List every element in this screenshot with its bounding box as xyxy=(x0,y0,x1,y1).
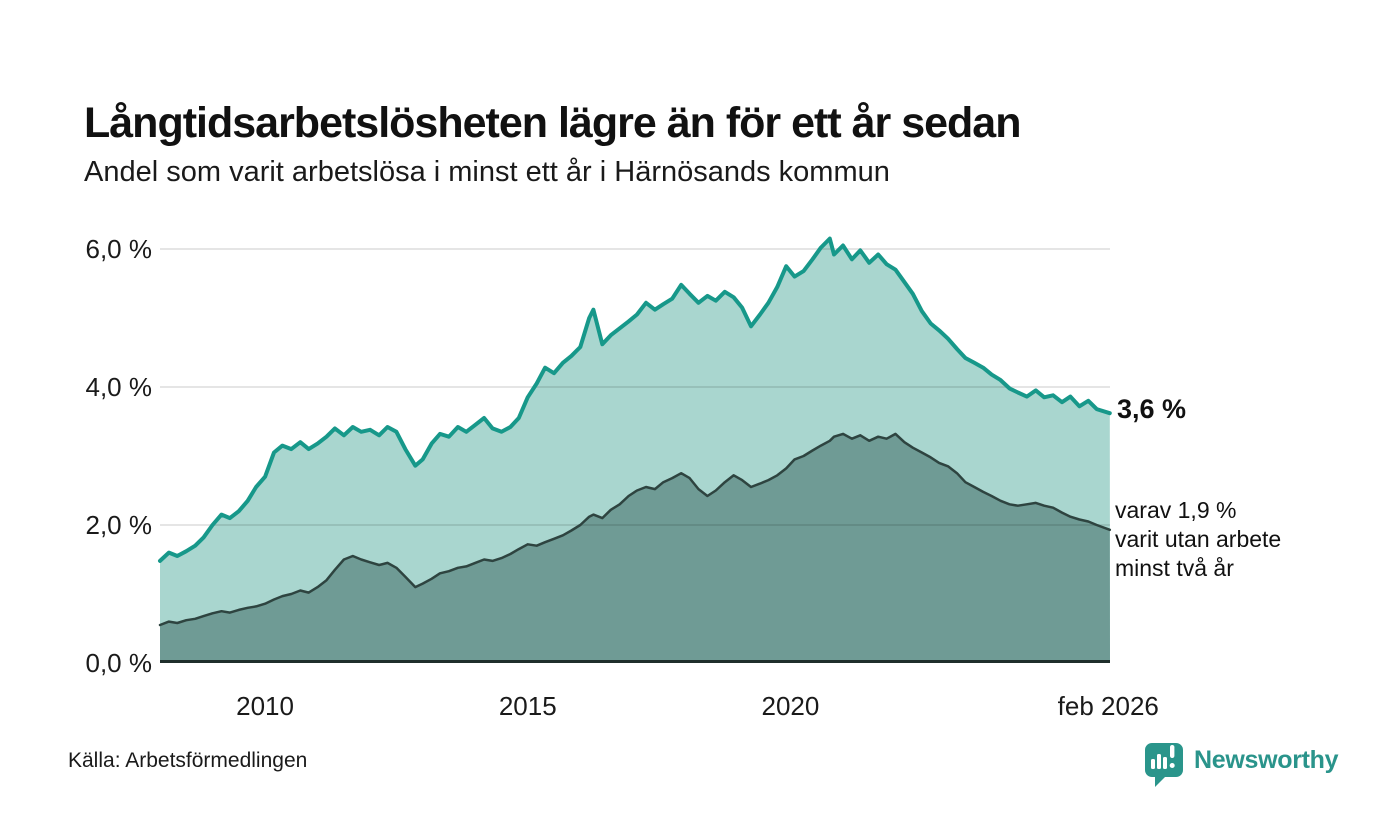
y-tick-label: 2,0 % xyxy=(85,509,153,540)
y-tick-label: 0,0 % xyxy=(85,648,153,678)
x-tick-label: 2015 xyxy=(498,691,557,721)
x-tick-label: feb 2026 xyxy=(1057,691,1159,721)
y-tick-label: 6,0 % xyxy=(85,233,153,264)
source-note: Källa: Arbetsförmedlingen xyxy=(68,749,308,772)
x-tick-label: 2010 xyxy=(236,691,294,721)
x-tick-label: 2020 xyxy=(761,691,820,721)
page-title: Långtidsarbetslösheten lägre än för ett … xyxy=(84,98,1021,147)
newsworthy-icon xyxy=(1145,743,1183,787)
y-axis: 0,0 % 2,0 % 4,0 % 6,0 % xyxy=(40,0,153,840)
latest-value-annotation: 3,6 % xyxy=(1117,394,1187,424)
secondary-annotation: varav 1,9 % varit utan arbete minst två … xyxy=(1115,497,1282,581)
page-subtitle: Andel som varit arbetslösa i minst ett å… xyxy=(84,156,890,188)
newsworthy-logo: Newsworthy xyxy=(1144,742,1339,788)
y-tick-label: 4,0 % xyxy=(85,371,153,402)
newsworthy-wordmark: Newsworthy xyxy=(1194,746,1339,774)
area-chart xyxy=(158,236,1112,663)
